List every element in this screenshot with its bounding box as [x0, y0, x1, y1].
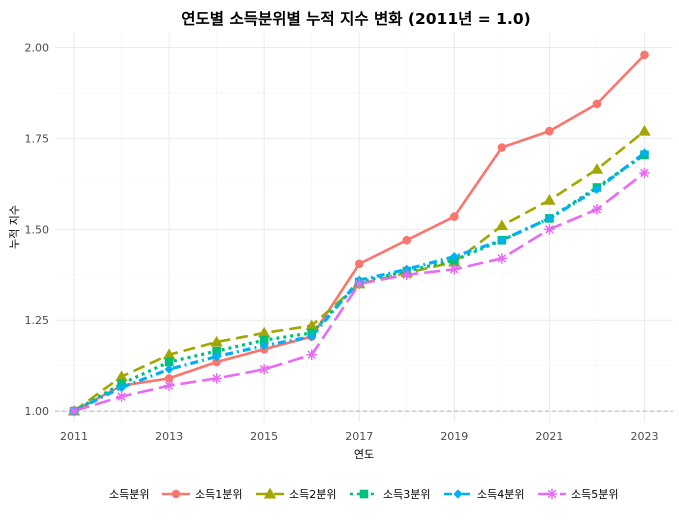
data-point — [639, 148, 650, 158]
data-point — [162, 348, 176, 360]
data-point — [449, 264, 460, 275]
legend-label: 소득2분위 — [289, 488, 336, 501]
legend-label: 소득3분위 — [383, 488, 430, 501]
data-point — [590, 163, 604, 174]
x-tick-label: 2015 — [250, 430, 278, 443]
legend-label: 소득4분위 — [477, 488, 524, 501]
legend-title: 소득분위 — [109, 488, 149, 501]
y-tick-label: 1.50 — [25, 223, 50, 236]
data-point — [497, 235, 507, 245]
x-tick-label: 2019 — [440, 430, 468, 443]
data-point — [402, 235, 412, 245]
x-tick-label: 2011 — [60, 430, 88, 443]
data-point — [449, 251, 459, 262]
data-point — [307, 331, 317, 342]
data-point — [257, 326, 271, 338]
data-point — [638, 124, 651, 136]
data-point — [68, 405, 80, 417]
data-point — [164, 374, 174, 383]
data-point — [163, 380, 175, 391]
data-point — [164, 364, 174, 374]
data-point — [543, 194, 556, 205]
data-point — [496, 253, 508, 264]
legend: 소득분위 소득1분위 소득2분위 소득3분위 소득4분위 소득5분위 — [109, 487, 618, 501]
y-axis-ticks: 1.00 1.25 1.50 1.75 2.00 — [25, 42, 50, 419]
data-point — [258, 364, 270, 375]
y-tick-label: 1.25 — [25, 314, 50, 327]
data-point — [259, 335, 269, 345]
data-point — [164, 357, 174, 367]
data-point — [210, 335, 223, 347]
legend-marker — [546, 488, 558, 500]
data-point — [305, 319, 318, 331]
data-point — [212, 357, 221, 367]
x-tick-label: 2023 — [630, 430, 658, 443]
data-point — [497, 143, 507, 152]
data-point — [495, 219, 509, 231]
series-markers — [67, 50, 651, 417]
x-axis-title: 연도 — [354, 448, 374, 461]
data-point — [639, 167, 650, 179]
x-tick-label: 2017 — [345, 430, 373, 443]
legend-marker — [171, 489, 181, 499]
data-point — [592, 99, 602, 109]
x-axis-ticks: 2011 2013 2015 2017 2019 2021 2023 — [60, 430, 658, 443]
data-point — [591, 204, 603, 215]
data-point — [592, 184, 602, 194]
data-point — [401, 269, 412, 280]
data-point — [306, 349, 317, 360]
legend-marker — [359, 489, 369, 499]
data-point — [450, 212, 459, 221]
data-point — [116, 382, 127, 393]
x-tick-label: 2013 — [155, 430, 183, 443]
data-point — [544, 213, 554, 224]
data-point — [211, 373, 222, 384]
data-point — [544, 224, 555, 235]
y-axis-title: 누적 지수 — [8, 205, 21, 249]
y-tick-label: 1.00 — [25, 405, 50, 418]
gridlines — [55, 33, 673, 422]
y-tick-label: 1.75 — [25, 132, 50, 145]
data-point — [116, 391, 127, 402]
data-point — [212, 346, 221, 356]
data-point — [259, 341, 269, 351]
data-point — [354, 278, 365, 290]
legend-label: 소득1분위 — [195, 488, 242, 501]
y-tick-label: 2.00 — [25, 42, 50, 55]
chart-title: 연도별 소득분위별 누적 지수 변화 (2011년 = 1.0) — [181, 9, 530, 28]
legend-marker — [453, 489, 463, 499]
data-point — [354, 259, 364, 269]
data-point — [212, 351, 222, 362]
data-point — [115, 370, 128, 382]
legend-label: 소득5분위 — [571, 488, 618, 501]
data-point — [545, 126, 554, 136]
data-point — [640, 50, 649, 60]
legend-marker — [263, 487, 277, 499]
x-tick-label: 2021 — [535, 430, 563, 443]
